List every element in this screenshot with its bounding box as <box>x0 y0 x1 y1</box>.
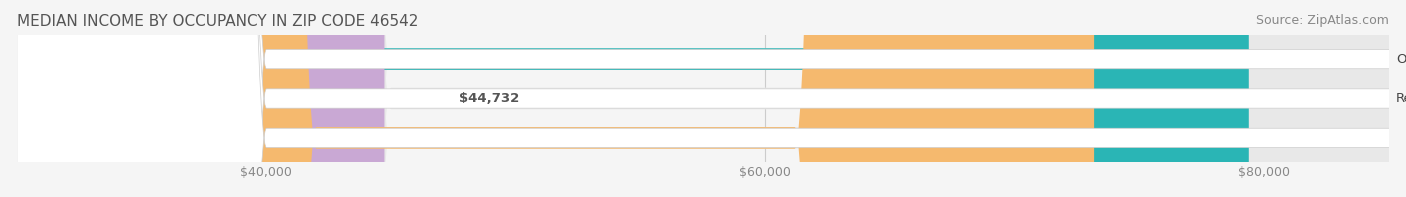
Text: Owner-Occupied: Owner-Occupied <box>1396 53 1406 66</box>
FancyBboxPatch shape <box>17 0 1389 197</box>
FancyBboxPatch shape <box>17 0 1094 197</box>
Text: Source: ZipAtlas.com: Source: ZipAtlas.com <box>1256 14 1389 27</box>
FancyBboxPatch shape <box>17 0 1249 197</box>
Text: MEDIAN INCOME BY OCCUPANCY IN ZIP CODE 46542: MEDIAN INCOME BY OCCUPANCY IN ZIP CODE 4… <box>17 14 418 29</box>
Text: $44,732: $44,732 <box>460 92 520 105</box>
FancyBboxPatch shape <box>17 0 1389 197</box>
FancyBboxPatch shape <box>17 0 384 197</box>
FancyBboxPatch shape <box>17 0 1406 197</box>
Text: Renter-Occupied: Renter-Occupied <box>1396 92 1406 105</box>
FancyBboxPatch shape <box>17 0 1406 197</box>
Text: $79,375: $79,375 <box>1114 53 1174 66</box>
FancyBboxPatch shape <box>17 0 1406 197</box>
Text: $73,176: $73,176 <box>959 131 1019 144</box>
FancyBboxPatch shape <box>17 0 1389 197</box>
